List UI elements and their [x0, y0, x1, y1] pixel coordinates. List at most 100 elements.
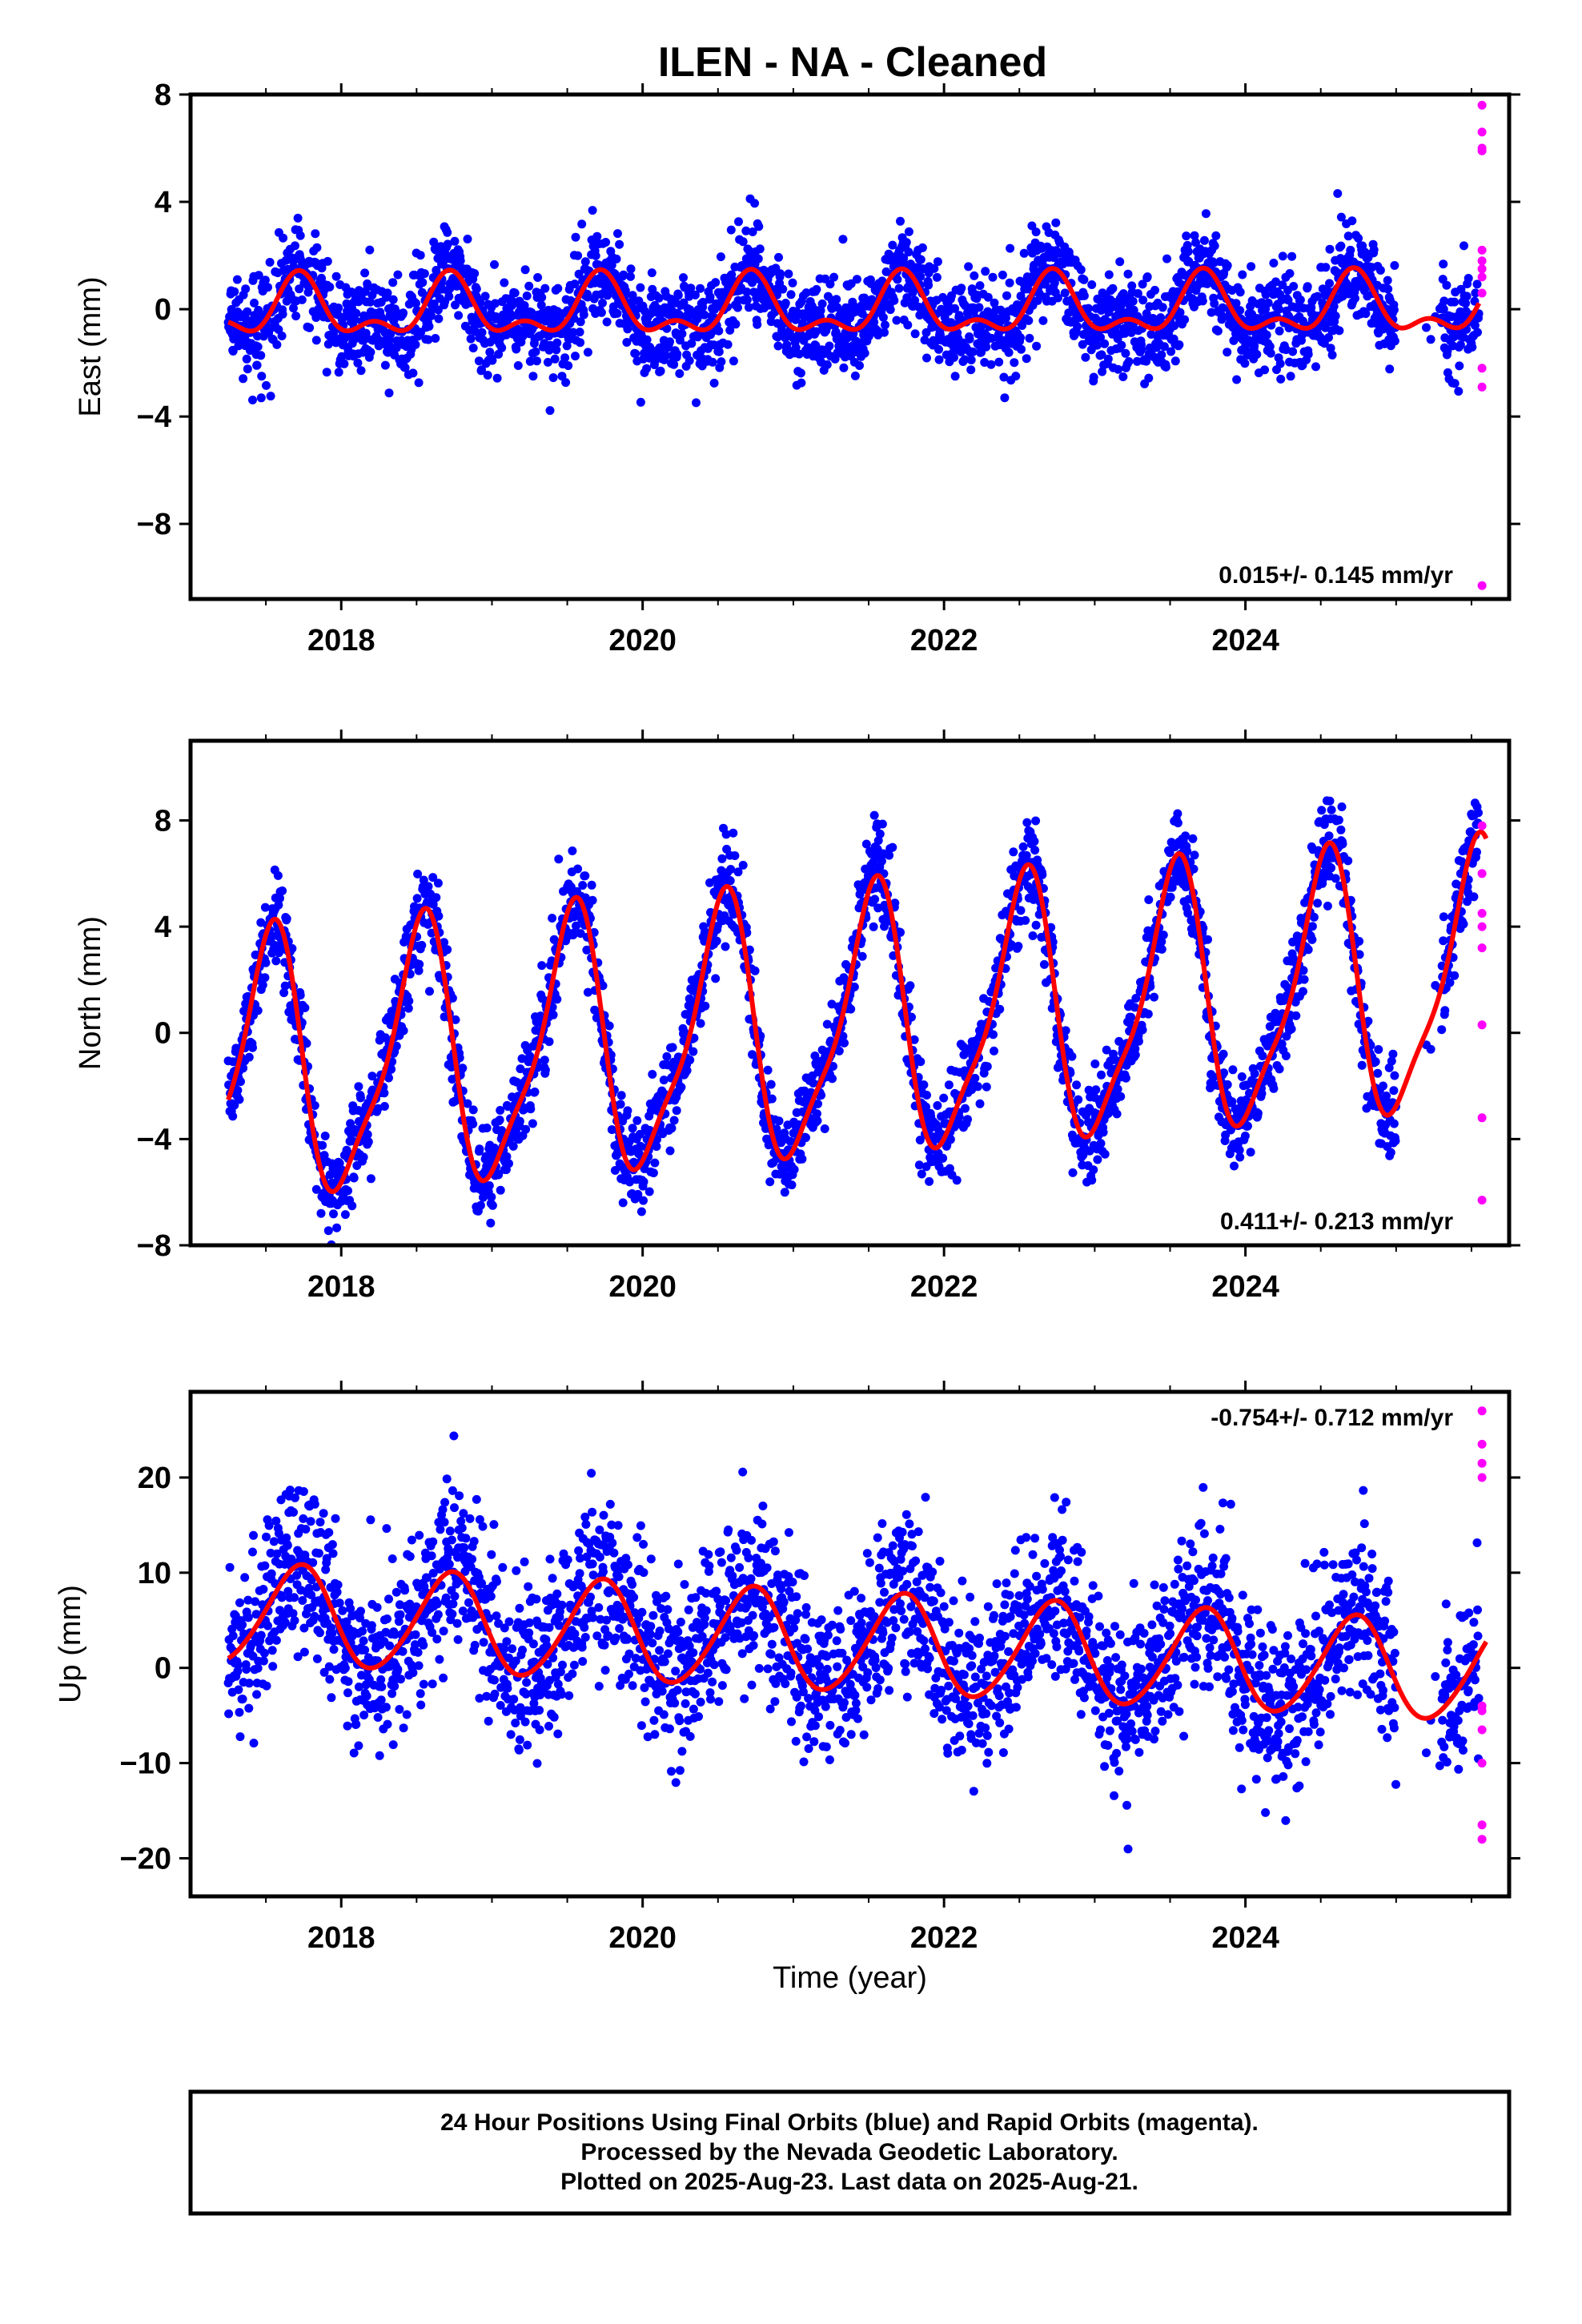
- data-point: [801, 288, 811, 298]
- data-point: [332, 1223, 342, 1232]
- data-point: [343, 1186, 352, 1196]
- data-point: [508, 1141, 518, 1151]
- data-point: [1464, 274, 1473, 283]
- data-point: [1390, 336, 1399, 346]
- data-point-rapid: [1477, 256, 1487, 266]
- data-point: [628, 1124, 637, 1133]
- data-point: [282, 914, 291, 923]
- data-point: [411, 340, 420, 349]
- data-point: [1002, 291, 1011, 300]
- data-point: [1331, 312, 1340, 321]
- data-point: [1346, 245, 1355, 255]
- y-axis-label: East (mm): [74, 276, 107, 416]
- data-point: [1038, 870, 1047, 879]
- data-point: [1354, 234, 1363, 243]
- data-point: [894, 283, 904, 293]
- data-point: [725, 876, 735, 886]
- data-point: [932, 272, 942, 282]
- data-point: [1285, 269, 1295, 278]
- data-point: [784, 269, 793, 279]
- data-point: [803, 343, 813, 352]
- data-point: [1235, 1152, 1245, 1162]
- data-point: [516, 1064, 525, 1074]
- data-point: [870, 895, 880, 904]
- data-point: [709, 378, 719, 388]
- data-point: [893, 275, 902, 284]
- data-point: [228, 347, 238, 356]
- data-point: [484, 1181, 494, 1190]
- data-point: [966, 356, 976, 364]
- chart-title: ILEN - NA - Cleaned: [658, 39, 1047, 86]
- plot-area: [223, 100, 1487, 590]
- data-point: [730, 851, 740, 860]
- data-point: [677, 329, 687, 339]
- data-point: [753, 254, 763, 263]
- data-point: [1261, 290, 1271, 300]
- data-point: [360, 268, 370, 278]
- data-point: [279, 988, 289, 998]
- data-point: [1336, 212, 1346, 222]
- data-point: [373, 1104, 383, 1113]
- data-point: [1203, 935, 1212, 944]
- data-point: [576, 317, 585, 327]
- data-point: [354, 1082, 363, 1092]
- data-point: [1079, 291, 1089, 300]
- data-point: [363, 1130, 372, 1140]
- data-point: [982, 342, 991, 352]
- data-point: [711, 278, 721, 287]
- data-point: [838, 235, 848, 244]
- data-point: [349, 1173, 359, 1183]
- data-point: [964, 262, 974, 271]
- data-point: [1174, 340, 1184, 349]
- final-orbit-series: [223, 189, 1484, 416]
- data-point: [434, 314, 444, 324]
- data-point: [1118, 372, 1128, 381]
- data-point: [475, 1144, 484, 1154]
- data-point: [905, 981, 915, 991]
- data-point: [1250, 1069, 1259, 1079]
- data-point: [367, 1072, 377, 1081]
- data-point: [1351, 294, 1359, 304]
- data-point: [729, 356, 738, 366]
- data-point: [1033, 296, 1042, 305]
- data-point-rapid: [1477, 264, 1487, 274]
- data-point: [412, 894, 422, 903]
- data-point: [767, 1094, 777, 1104]
- data-point: [857, 951, 867, 961]
- data-point: [591, 251, 600, 260]
- data-point: [766, 1080, 776, 1089]
- data-point: [742, 287, 752, 296]
- data-point: [731, 320, 741, 329]
- data-point: [648, 1070, 657, 1079]
- data-point: [904, 247, 913, 257]
- data-point: [248, 1043, 257, 1052]
- data-point: [1022, 354, 1031, 364]
- data-point: [258, 980, 267, 990]
- data-point: [1253, 1108, 1263, 1118]
- data-point: [583, 292, 592, 302]
- data-point: [544, 1037, 554, 1047]
- data-point: [260, 973, 270, 983]
- data-point: [451, 300, 460, 310]
- data-point: [1126, 1012, 1136, 1022]
- data-point: [930, 263, 939, 273]
- data-point: [661, 351, 670, 360]
- data-point: [279, 233, 288, 243]
- data-point: [950, 304, 960, 313]
- data-point: [252, 360, 262, 370]
- data-point: [587, 880, 596, 890]
- data-point: [1361, 309, 1371, 319]
- data-point: [1235, 287, 1245, 297]
- data-point: [729, 828, 738, 838]
- data-point: [1303, 349, 1313, 359]
- data-point: [528, 372, 538, 381]
- model-line: [226, 265, 1482, 334]
- data-point: [417, 940, 427, 950]
- data-point: [1079, 275, 1089, 284]
- data-point: [384, 388, 394, 398]
- data-point: [1180, 315, 1190, 324]
- data-point: [1150, 992, 1158, 1002]
- data-point: [1335, 326, 1344, 336]
- data-point: [388, 295, 398, 304]
- data-point: [888, 240, 897, 250]
